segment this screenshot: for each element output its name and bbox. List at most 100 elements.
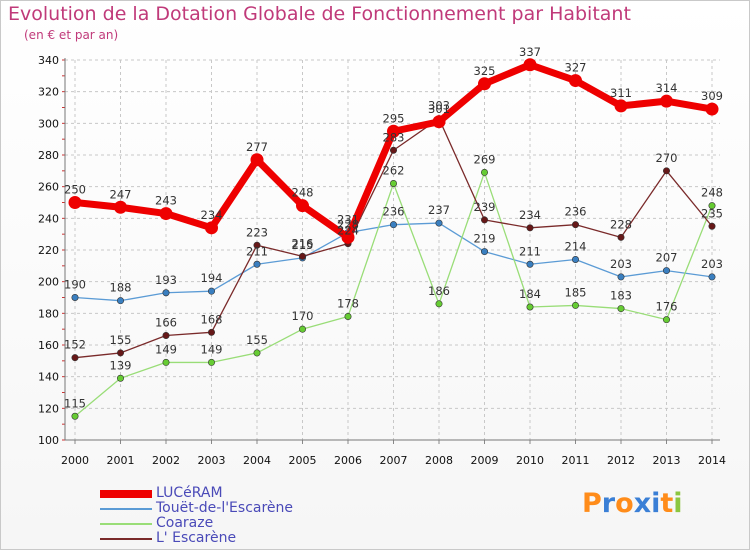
x-tick-label: 2010 [516,454,544,467]
data-label: 207 [656,251,678,265]
data-point [117,374,125,382]
data-label: 186 [428,284,450,298]
data-label: 224 [337,224,359,238]
x-tick-label: 2012 [607,454,635,467]
data-label: 185 [565,285,587,299]
data-label: 325 [474,64,496,78]
y-tick-label: 200 [38,276,59,289]
data-label: 309 [701,89,723,103]
legend-item: LUCéRAM [100,486,293,501]
data-label: 170 [292,309,314,323]
data-label: 203 [610,257,632,271]
data-point [435,219,443,227]
data-point [571,255,579,263]
data-label: 237 [428,203,450,217]
data-point [480,168,488,176]
data-label: 248 [701,186,723,200]
data-point [523,58,537,72]
data-point [662,316,670,324]
data-point [614,99,628,113]
data-point [253,349,261,357]
logo-letter: i [673,488,683,519]
legend-swatch [100,489,152,498]
data-point [526,224,534,232]
data-label: 228 [610,217,632,231]
data-label: 243 [155,194,177,208]
logo-letter: r [601,488,616,519]
legend-label: Coaraze [156,515,214,531]
legend-label: LUCéRAM [156,485,223,501]
data-point [389,221,397,229]
axis-layer: 100 120 140 160 180 200 220 240 260 280 300 320 340 2… [38,54,726,467]
x-tick-label: 2008 [425,454,453,467]
x-tick-label: 2002 [152,454,180,467]
data-point [114,200,127,214]
y-tick-label: 260 [38,181,59,194]
legend: LUCéRAM Touët-de-l'Escarène Coaraze L' Esca… [100,486,293,546]
data-point [344,312,352,320]
x-tick-label: 2005 [289,454,317,467]
data-label: 311 [610,86,632,100]
chart-title: Evolution de la Dotation Globale de Fonc… [8,3,631,25]
data-point [68,196,82,209]
data-label: 155 [246,333,268,347]
data-label: 248 [292,186,314,200]
data-point [387,124,400,138]
data-label: 214 [565,240,587,254]
data-point [71,412,79,420]
data-point [432,115,446,129]
data-point [341,230,355,244]
y-tick-label: 180 [38,307,59,320]
data-point [389,180,397,188]
data-label: 269 [474,152,496,166]
data-label: 314 [656,81,678,95]
data-point [208,328,216,336]
data-point [435,300,443,308]
data-point [708,222,716,230]
y-tick-label: 140 [38,371,59,384]
data-label: 166 [155,316,177,330]
data-label: 247 [110,187,132,201]
data-point [71,354,79,362]
data-label: 168 [201,312,223,326]
x-tick-label: 2006 [334,454,362,467]
legend-item: Touët-de-l'Escarène [100,501,293,516]
data-point [253,260,261,268]
data-point [705,102,719,116]
data-label: 139 [110,358,132,372]
data-label: 211 [519,244,541,258]
x-tick-label: 2003 [198,454,226,467]
data-point [298,325,306,333]
data-point [480,248,488,256]
data-label: 231 [337,213,359,227]
x-tick-label: 2007 [380,454,408,467]
data-point [250,153,264,167]
y-tick-label: 160 [38,339,59,352]
data-label: 228 [337,217,359,231]
data-point [117,349,125,357]
y-tick-label: 220 [38,244,59,257]
y-tick-label: 320 [38,86,59,99]
data-label: 178 [337,297,359,311]
data-point [208,358,216,366]
legend-swatch [100,537,152,540]
y-tick-label: 240 [38,212,59,225]
logo-letter: o [615,488,634,519]
chart-subtitle: (en € et par an) [24,28,119,42]
legend-item: Coaraze [100,516,293,531]
data-point [662,167,670,175]
data-label: 301 [428,102,450,116]
data-label: 176 [656,300,678,314]
data-label: 236 [565,205,587,219]
data-point [660,94,673,108]
logo-letter: x [633,488,652,519]
data-label: 303 [428,99,450,113]
data-label: 295 [383,111,405,125]
data-point [662,267,670,275]
data-point [617,273,625,281]
data-labels-layer: 250 247 243 234 277 248 228 295 301 325 337 327 311 3… [64,45,723,411]
data-point [617,305,625,313]
data-point [296,199,309,213]
data-label: 223 [246,225,268,239]
